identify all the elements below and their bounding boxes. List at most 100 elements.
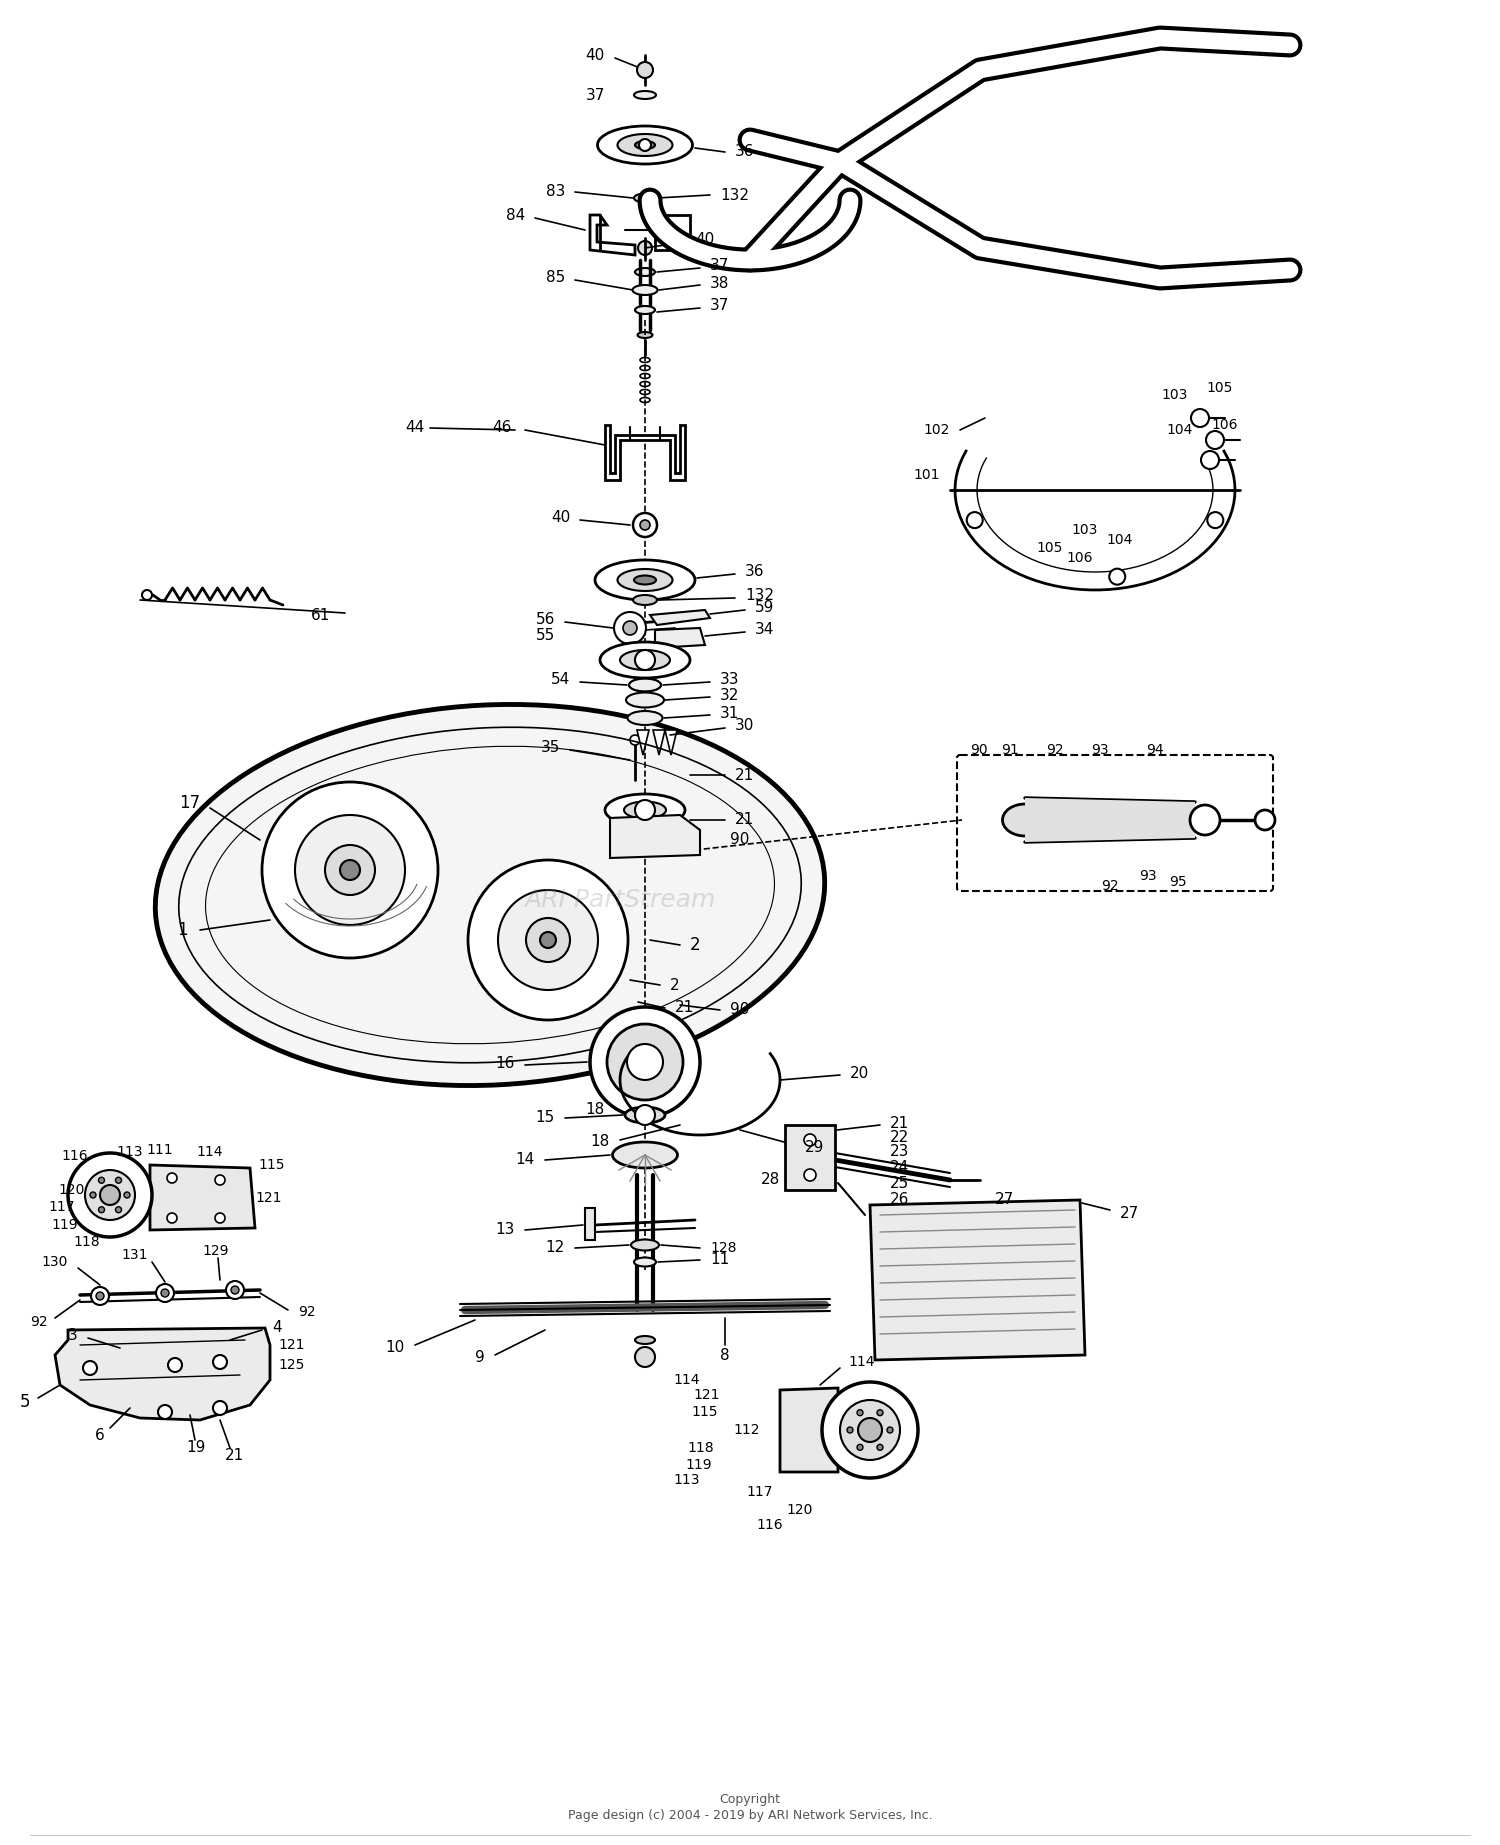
Circle shape xyxy=(804,1170,816,1181)
Text: 115: 115 xyxy=(258,1159,285,1172)
Circle shape xyxy=(966,513,982,528)
Text: 30: 30 xyxy=(735,718,754,734)
Text: 14: 14 xyxy=(516,1153,536,1168)
Circle shape xyxy=(1206,432,1224,448)
Text: 117: 117 xyxy=(48,1199,75,1214)
Text: 95: 95 xyxy=(1168,875,1186,889)
Ellipse shape xyxy=(633,594,657,605)
Circle shape xyxy=(634,801,656,819)
Text: 132: 132 xyxy=(746,589,774,603)
Text: 33: 33 xyxy=(720,672,740,688)
Text: 11: 11 xyxy=(710,1253,729,1268)
Circle shape xyxy=(622,622,638,635)
Text: 21: 21 xyxy=(675,1000,694,1015)
Text: 35: 35 xyxy=(540,740,560,755)
Circle shape xyxy=(878,1445,884,1450)
Ellipse shape xyxy=(634,194,656,203)
Circle shape xyxy=(92,1288,110,1304)
Circle shape xyxy=(1282,37,1298,54)
Text: 2: 2 xyxy=(670,978,680,993)
Text: 18: 18 xyxy=(585,1103,604,1118)
Polygon shape xyxy=(650,611,710,625)
Circle shape xyxy=(639,138,651,151)
Text: 36: 36 xyxy=(746,565,765,579)
Text: 114: 114 xyxy=(674,1373,700,1387)
Circle shape xyxy=(68,1153,152,1236)
Text: 2: 2 xyxy=(690,935,700,954)
Text: 90: 90 xyxy=(970,744,987,756)
Circle shape xyxy=(99,1177,105,1183)
Polygon shape xyxy=(604,424,686,480)
Circle shape xyxy=(168,1358,182,1373)
Text: 111: 111 xyxy=(147,1144,174,1157)
Circle shape xyxy=(166,1212,177,1223)
Text: 38: 38 xyxy=(710,275,729,290)
Polygon shape xyxy=(656,216,690,251)
Circle shape xyxy=(82,1362,98,1375)
Circle shape xyxy=(1191,410,1209,426)
Circle shape xyxy=(96,1292,104,1301)
Circle shape xyxy=(214,1212,225,1223)
Circle shape xyxy=(124,1192,130,1197)
Circle shape xyxy=(1208,513,1224,528)
Text: 91: 91 xyxy=(1000,744,1018,756)
Circle shape xyxy=(614,613,646,644)
Text: 55: 55 xyxy=(536,627,555,642)
Text: 54: 54 xyxy=(550,672,570,688)
Text: 46: 46 xyxy=(492,421,512,435)
Text: 117: 117 xyxy=(747,1485,774,1498)
Circle shape xyxy=(158,1406,172,1419)
Ellipse shape xyxy=(1174,808,1215,830)
Text: 29: 29 xyxy=(806,1140,825,1155)
Text: 84: 84 xyxy=(506,207,525,223)
Circle shape xyxy=(116,1177,122,1183)
Text: Copyright: Copyright xyxy=(720,1793,780,1806)
Text: 129: 129 xyxy=(202,1244,229,1258)
Text: 26: 26 xyxy=(890,1192,909,1207)
Circle shape xyxy=(262,782,438,958)
Text: 92: 92 xyxy=(1046,744,1064,756)
Circle shape xyxy=(1256,810,1275,830)
Ellipse shape xyxy=(634,90,656,100)
Ellipse shape xyxy=(618,568,672,590)
Text: 113: 113 xyxy=(117,1146,144,1159)
Text: 37: 37 xyxy=(710,258,729,273)
Circle shape xyxy=(634,649,656,670)
Circle shape xyxy=(886,1426,892,1434)
Text: 28: 28 xyxy=(760,1173,780,1188)
Circle shape xyxy=(856,1445,862,1450)
Text: 125: 125 xyxy=(278,1358,304,1373)
Text: 120: 120 xyxy=(788,1504,813,1517)
Text: 115: 115 xyxy=(692,1406,718,1419)
Text: 113: 113 xyxy=(674,1472,700,1487)
Circle shape xyxy=(1202,450,1219,469)
Polygon shape xyxy=(150,1164,255,1231)
Text: 93: 93 xyxy=(1090,744,1108,756)
Text: 13: 13 xyxy=(495,1223,514,1238)
Polygon shape xyxy=(585,1208,596,1240)
Circle shape xyxy=(638,242,652,255)
Text: 16: 16 xyxy=(495,1055,514,1070)
Text: 93: 93 xyxy=(1138,869,1156,884)
Circle shape xyxy=(634,1347,656,1367)
Circle shape xyxy=(633,513,657,537)
Text: 37: 37 xyxy=(710,299,729,314)
Text: 116: 116 xyxy=(756,1518,783,1531)
Ellipse shape xyxy=(634,1336,656,1343)
Text: 19: 19 xyxy=(186,1441,206,1456)
Circle shape xyxy=(468,860,628,1020)
Text: 103: 103 xyxy=(1072,522,1098,537)
Text: 21: 21 xyxy=(735,812,754,828)
Circle shape xyxy=(100,1184,120,1205)
Text: Page design (c) 2004 - 2019 by ARI Network Services, Inc.: Page design (c) 2004 - 2019 by ARI Netwo… xyxy=(567,1808,933,1821)
Circle shape xyxy=(116,1207,122,1212)
Text: 101: 101 xyxy=(914,469,940,482)
Circle shape xyxy=(847,1426,853,1434)
Text: 118: 118 xyxy=(74,1234,100,1249)
Polygon shape xyxy=(656,627,705,648)
Ellipse shape xyxy=(638,332,652,338)
Ellipse shape xyxy=(156,705,825,1085)
Text: 24: 24 xyxy=(890,1159,909,1175)
Text: 12: 12 xyxy=(546,1240,566,1255)
Circle shape xyxy=(1282,262,1298,279)
